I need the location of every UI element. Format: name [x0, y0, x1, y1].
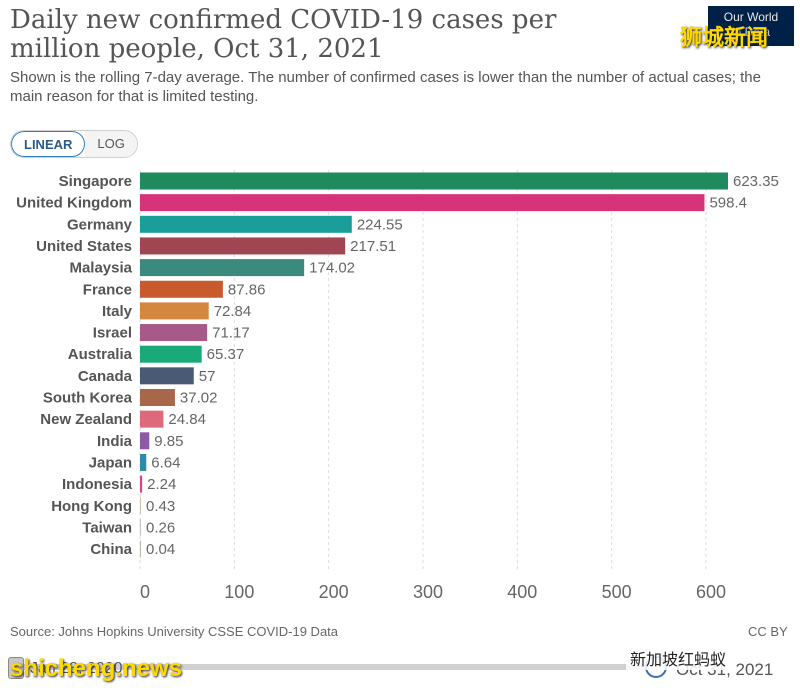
value-label: 623.35: [733, 173, 779, 190]
x-tick-label: 500: [602, 582, 632, 602]
category-label: New Zealand: [40, 411, 132, 428]
chart-title: Daily new confirmed COVID-19 cases per m…: [10, 5, 557, 64]
category-label: Germany: [67, 216, 133, 233]
bar[interactable]: [140, 345, 202, 363]
bar[interactable]: [140, 518, 141, 536]
category-label: Japan: [89, 454, 132, 471]
timeline-start-handle[interactable]: [8, 657, 24, 679]
bar[interactable]: [140, 475, 143, 493]
timeline-track[interactable]: [10, 664, 660, 670]
category-label: South Korea: [43, 390, 133, 407]
license-link[interactable]: CC BY: [748, 624, 788, 639]
bar[interactable]: [140, 194, 705, 212]
chart-subtitle: Shown is the rolling 7-day average. The …: [10, 69, 761, 105]
value-label: 9.85: [154, 433, 183, 450]
bar-chart: 0 100 200 300 400 500 600 Singapore 623.35 United…: [16, 170, 779, 602]
value-label: 224.55: [357, 216, 403, 233]
value-label: 24.84: [168, 411, 206, 428]
category-label: Taiwan: [82, 519, 132, 536]
category-label: Hong Kong: [51, 498, 132, 515]
bar[interactable]: [140, 237, 346, 255]
value-label: 72.84: [214, 303, 252, 320]
category-label: United Kingdom: [16, 195, 132, 212]
category-label: China: [90, 541, 132, 558]
watermark-top: 狮城新闻: [680, 26, 769, 51]
bar[interactable]: [140, 259, 305, 277]
bar[interactable]: [140, 453, 147, 471]
bar[interactable]: [140, 540, 141, 558]
x-tick-label: 600: [696, 582, 726, 602]
category-label: Singapore: [59, 173, 132, 190]
logo-line-2: in Data: [731, 25, 771, 39]
watermark-bottom: shicheng.news: [10, 655, 183, 682]
value-label: 598.4: [709, 195, 747, 212]
value-label: 2.24: [147, 476, 176, 493]
bar[interactable]: [140, 410, 164, 428]
x-tick-label: 100: [224, 582, 254, 602]
category-label: Indonesia: [62, 476, 133, 493]
bar[interactable]: [140, 497, 141, 515]
x-tick-label: 200: [319, 582, 349, 602]
value-label: 65.37: [207, 346, 245, 363]
scale-toggle: LINEAR LOG: [10, 130, 138, 158]
category-label: Malaysia: [69, 260, 132, 277]
owid-logo[interactable]: Our World in Data: [708, 6, 794, 46]
x-tick-label: 400: [507, 582, 537, 602]
bar[interactable]: [140, 389, 175, 406]
source-note[interactable]: Source: Johns Hopkins University CSSE CO…: [10, 624, 339, 639]
value-label: 87.86: [228, 281, 266, 298]
category-label: Israel: [93, 325, 132, 342]
x-tick-label: 0: [140, 582, 150, 602]
value-label: 71.17: [212, 325, 250, 342]
bar[interactable]: [140, 302, 209, 320]
category-label: Australia: [68, 346, 133, 363]
bar[interactable]: [140, 280, 223, 298]
value-label: 37.02: [180, 390, 218, 407]
bar[interactable]: [140, 324, 208, 342]
bar[interactable]: [140, 172, 728, 190]
category-label: Canada: [78, 368, 133, 385]
value-label: 217.51: [350, 238, 396, 255]
x-tick-label: 300: [413, 582, 443, 602]
value-label: 0.26: [146, 519, 175, 536]
bar[interactable]: [140, 432, 150, 450]
wechat-label: 新加坡红蚂蚁: [626, 646, 731, 670]
category-label: Italy: [102, 303, 133, 320]
value-label: 6.64: [151, 454, 180, 471]
value-label: 57: [199, 368, 216, 385]
logo-line-1: Our World: [723, 10, 779, 24]
category-label: France: [83, 281, 132, 298]
category-label: United States: [36, 238, 132, 255]
bar[interactable]: [140, 215, 352, 233]
value-label: 0.43: [146, 498, 175, 515]
value-label: 174.02: [309, 260, 355, 277]
value-label: 0.04: [146, 541, 175, 558]
bar[interactable]: [140, 367, 194, 385]
timeline-start-label: Jan 23, 2020: [30, 660, 123, 677]
category-label: India: [97, 433, 133, 450]
linear-scale-button[interactable]: LINEAR: [11, 131, 86, 157]
log-scale-button[interactable]: LOG: [85, 131, 137, 157]
